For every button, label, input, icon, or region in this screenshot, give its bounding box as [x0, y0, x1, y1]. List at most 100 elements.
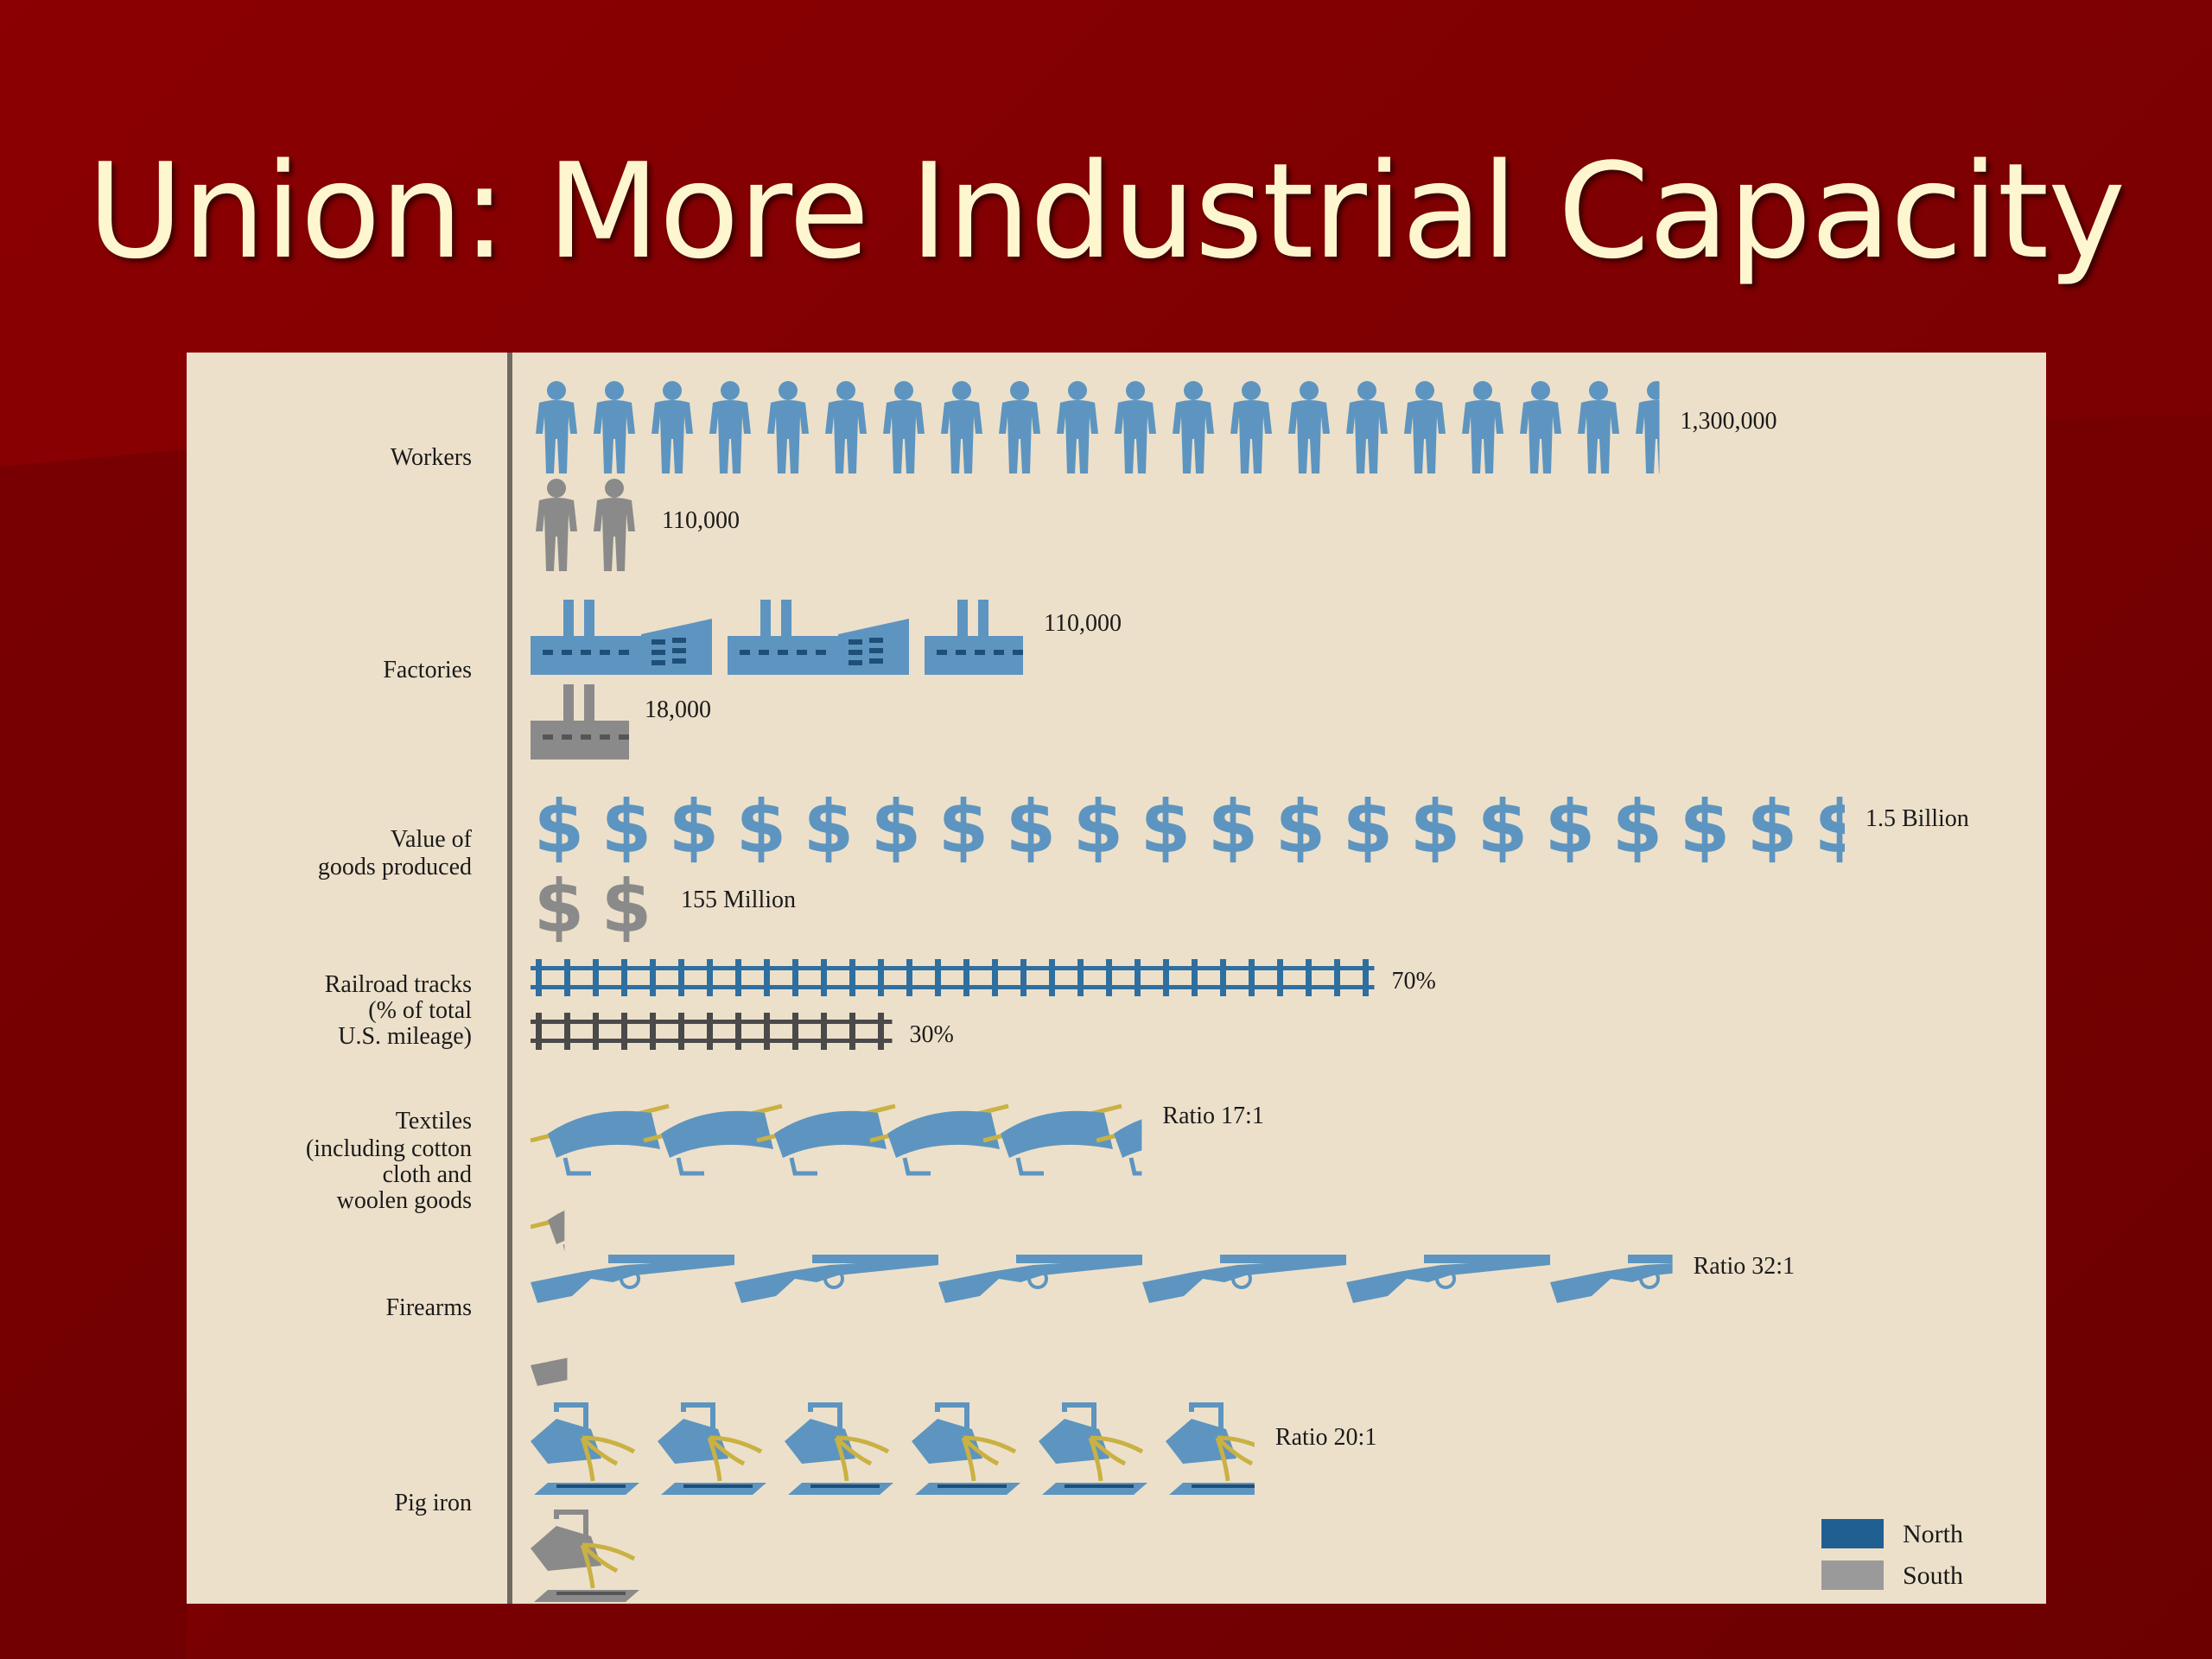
north-value-label: Ratio 17:1 — [1162, 1103, 1263, 1129]
legend-label: South — [1903, 1561, 1963, 1590]
svg-text:$: $ — [1612, 785, 1662, 869]
dollar-icon: $ — [1343, 785, 1393, 869]
svg-text:$: $ — [1073, 785, 1123, 869]
svg-text:$: $ — [669, 785, 719, 869]
svg-text:$: $ — [601, 864, 652, 949]
furnace-icon — [1166, 1402, 1255, 1495]
worker-icon — [1230, 381, 1272, 474]
dollar-icon: $ — [601, 864, 652, 949]
factory-icon — [531, 684, 629, 760]
furnace-icon — [1039, 1402, 1147, 1495]
svg-text:$: $ — [601, 785, 652, 869]
north-value-label: Ratio 32:1 — [1694, 1253, 1795, 1280]
textile-spool-icon — [982, 1103, 1122, 1176]
factory-icon — [925, 600, 1023, 675]
category-label: cloth and — [383, 1161, 472, 1188]
dollar-icon: $ — [1073, 785, 1123, 869]
dollar-icon: $ — [871, 785, 921, 869]
svg-text:$: $ — [804, 785, 854, 869]
north-value-label: 70% — [1392, 968, 1436, 995]
worker-icon — [594, 381, 635, 474]
dollar-icon: $ — [1208, 785, 1258, 869]
textile-spool-icon — [756, 1103, 896, 1176]
worker-icon — [652, 381, 693, 474]
worker-icon — [883, 381, 925, 474]
svg-text:$: $ — [1680, 785, 1730, 869]
rifle-icon — [531, 1255, 734, 1303]
rifle-icon — [1550, 1255, 1673, 1303]
svg-text:$: $ — [871, 785, 921, 869]
svg-text:$: $ — [534, 785, 584, 869]
worker-icon — [1462, 381, 1503, 474]
svg-text:$: $ — [1545, 785, 1595, 869]
dollar-icon: $ — [1815, 786, 1845, 869]
north-legend-swatch — [1821, 1519, 1884, 1548]
svg-text:$: $ — [534, 864, 584, 949]
dollar-icon: $ — [1545, 785, 1595, 869]
category-label: Workers — [391, 444, 472, 471]
dollar-icon: $ — [1275, 785, 1325, 869]
category-label: (including cotton — [306, 1135, 472, 1162]
textile-spool-icon — [530, 1103, 670, 1176]
worker-icon — [1520, 381, 1561, 474]
category-label: Value of — [391, 826, 473, 853]
category-label: U.S. mileage) — [338, 1023, 472, 1050]
dollar-icon: $ — [534, 785, 584, 869]
svg-text:$: $ — [1141, 785, 1191, 869]
dollar-icon: $ — [804, 785, 854, 869]
worker-icon — [941, 381, 982, 474]
south-legend-swatch — [1821, 1560, 1884, 1590]
furnace-icon — [531, 1402, 639, 1495]
worker-icon — [999, 381, 1040, 474]
north-value-label: 1,300,000 — [1681, 408, 1777, 435]
worker-icon — [536, 479, 577, 571]
south-value-label: 30% — [910, 1021, 954, 1048]
svg-text:$: $ — [1275, 785, 1325, 869]
factory-icon — [728, 600, 909, 675]
dollar-icon: $ — [669, 785, 719, 869]
dollar-icon: $ — [1478, 785, 1528, 869]
svg-text:$: $ — [736, 785, 786, 869]
rifle-icon — [734, 1255, 938, 1303]
worker-icon — [1636, 381, 1660, 474]
svg-text:$: $ — [1006, 785, 1056, 869]
category-label: Firearms — [385, 1294, 472, 1321]
pictograph-chart: Workers 1,300,000 110,000 Factories 110,000 1… — [306, 353, 1969, 1604]
furnace-icon — [785, 1402, 893, 1495]
rifle-icon — [531, 1357, 568, 1386]
worker-icon — [1115, 381, 1156, 474]
furnace-icon — [531, 1510, 639, 1602]
south-value-label: 110,000 — [662, 507, 740, 534]
rifle-icon — [1346, 1255, 1550, 1303]
textile-spool-icon — [531, 1210, 565, 1252]
dollar-icon: $ — [1680, 785, 1730, 869]
category-label: Pig iron — [395, 1490, 472, 1516]
category-label: goods produced — [318, 854, 472, 880]
worker-icon — [1346, 381, 1388, 474]
rail-track-icon — [531, 959, 1375, 996]
north-value-label: 110,000 — [1044, 610, 1122, 637]
worker-icon — [536, 381, 577, 474]
svg-text:$: $ — [1208, 785, 1258, 869]
worker-icon — [1057, 381, 1098, 474]
dollar-icon: $ — [1612, 785, 1662, 869]
category-label: (% of total — [368, 997, 472, 1024]
dollar-icon: $ — [736, 785, 786, 869]
dollar-icon: $ — [601, 785, 652, 869]
worker-icon — [825, 381, 867, 474]
svg-text:$: $ — [1747, 785, 1797, 869]
dollar-icon: $ — [534, 864, 584, 949]
factory-icon — [531, 600, 712, 675]
category-label: woolen goods — [337, 1187, 472, 1214]
worker-icon — [1173, 381, 1214, 474]
worker-icon — [709, 381, 751, 474]
category-label: Textiles — [396, 1108, 472, 1135]
worker-icon — [594, 479, 635, 571]
north-value-label: 1.5 Billion — [1866, 805, 1969, 832]
south-value-label: 18,000 — [645, 696, 711, 723]
south-value-label: 155 Million — [681, 887, 796, 913]
rail-track-icon — [531, 1013, 893, 1050]
rifle-icon — [938, 1255, 1142, 1303]
svg-text:$: $ — [1410, 785, 1460, 869]
dollar-icon: $ — [938, 785, 988, 869]
